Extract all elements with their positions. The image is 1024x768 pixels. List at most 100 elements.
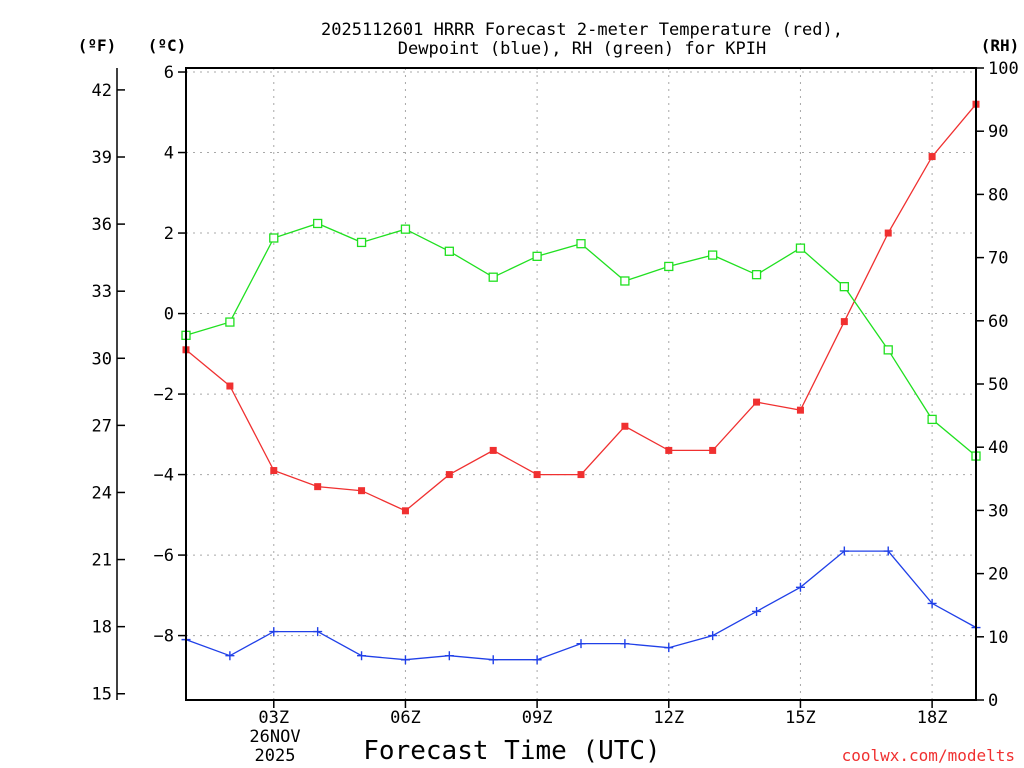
celsius-tick-label-0: 6	[164, 63, 174, 83]
fahrenheit-tick-label-6: 24	[92, 483, 112, 503]
celsius-tick-label-6: −6	[154, 546, 174, 566]
fahrenheit-tick-label-1: 39	[92, 148, 112, 168]
rh-point-11	[664, 261, 674, 272]
dewpoint-point-7	[488, 655, 498, 665]
dewpoint-point-2	[269, 627, 279, 637]
rh-point-7	[488, 272, 498, 282]
fahrenheit-tick-label-7: 21	[92, 551, 112, 571]
rh-point-2	[269, 233, 279, 243]
fahrenheit-tick-label-4: 30	[92, 349, 112, 369]
dewpoint-point-5	[400, 655, 410, 665]
rh-point-4	[356, 237, 367, 248]
time-tick-label-0: 03Z	[258, 708, 289, 728]
rh-tick-label-2: 20	[988, 565, 1008, 585]
temperature-point-5	[401, 507, 409, 515]
temperature-point-3	[314, 483, 322, 491]
rh-line	[185, 222, 977, 457]
x-axis-title: Forecast Time (UTC)	[363, 736, 660, 766]
credit-link[interactable]: coolwx.com/modelts	[842, 746, 1015, 765]
time-tick-label-1: 06Z	[390, 708, 421, 728]
rh-point-15	[839, 282, 849, 292]
temperature-point-16	[884, 229, 892, 237]
dewpoint-point-1	[225, 651, 235, 661]
date-label-year: 2025	[255, 746, 296, 766]
temperature-point-7	[489, 446, 497, 454]
dewpoint-point-17	[927, 598, 937, 608]
fahrenheit-tick-label-0: 42	[92, 81, 112, 101]
dewpoint-point-13	[752, 606, 762, 616]
fahrenheit-tick-label-8: 18	[92, 618, 112, 638]
celsius-tick-label-1: 4	[164, 144, 174, 164]
fahrenheit-tick-label-9: 15	[92, 685, 112, 705]
fahrenheit-axis: 42 39 36 33 30 27 24 21 18 15	[92, 81, 125, 705]
rh-point-16	[883, 345, 893, 355]
dewpoint-point-9	[576, 639, 586, 649]
rh-tick-label-5: 50	[988, 375, 1008, 395]
rh-tick-label-7: 70	[988, 249, 1008, 269]
temperature-point-11	[665, 446, 673, 454]
rh-tick-label-9: 90	[988, 122, 1008, 142]
rh-tick-label-8: 80	[988, 185, 1008, 205]
rh-point-9	[576, 239, 586, 249]
dewpoint-point-12	[708, 631, 718, 641]
rh-point-6	[444, 246, 454, 256]
rh-point-3	[313, 218, 323, 229]
temperature-point-12	[709, 446, 717, 454]
celsius-axis: 6 4 2 0 −2 −4 −6 −8	[154, 63, 186, 647]
dewpoint-point-15	[839, 546, 849, 556]
dewpoint-point-10	[620, 639, 630, 649]
rh-axis: 0 10 20 30 40 50 60 70 80 90 100	[976, 59, 1019, 711]
celsius-tick-label-5: −4	[154, 466, 174, 486]
celsius-tick-label-2: 2	[164, 224, 174, 244]
dewpoint-point-3	[313, 627, 323, 637]
rh-tick-label-3: 30	[988, 501, 1008, 521]
dewpoint-point-14	[795, 582, 805, 592]
dewpoint-point-16	[883, 546, 893, 556]
temperature-point-15	[840, 318, 848, 326]
rh-point-12	[708, 250, 718, 260]
dewpoint-series	[181, 546, 981, 665]
series-layer	[181, 100, 981, 665]
temperature-point-13	[753, 398, 761, 406]
dewpoint-point-8	[532, 655, 542, 665]
temperature-point-14	[796, 406, 804, 414]
rh-point-13	[751, 270, 762, 280]
rh-tick-label-10: 100	[988, 59, 1019, 79]
dewpoint-point-4	[357, 651, 367, 661]
temperature-series	[182, 100, 980, 515]
rh-point-8	[532, 251, 542, 261]
rh-point-1	[225, 317, 235, 327]
rh-point-17	[927, 414, 937, 425]
time-tick-label-3: 12Z	[653, 708, 684, 728]
gridlines	[186, 68, 976, 700]
plot-frame	[185, 67, 977, 701]
temperature-point-10	[621, 422, 629, 430]
temperature-line	[185, 103, 977, 512]
rh-tick-label-6: 60	[988, 312, 1008, 332]
time-axis: 03Z 06Z 09Z 12Z 15Z 18Z	[258, 700, 947, 728]
fahrenheit-unit-label: (ºF)	[78, 36, 117, 55]
rh-series	[181, 218, 981, 461]
time-tick-label-5: 18Z	[917, 708, 948, 728]
temperature-point-2	[270, 467, 278, 475]
celsius-tick-label-7: −8	[154, 627, 174, 647]
chart-title-line-1: 2025112601 HRRR Forecast 2-meter Tempera…	[321, 20, 843, 40]
rh-point-10	[620, 276, 630, 286]
time-tick-label-2: 09Z	[522, 708, 553, 728]
rh-point-5	[400, 224, 411, 234]
dewpoint-point-11	[664, 643, 674, 653]
rh-tick-label-0: 0	[988, 691, 998, 711]
date-label-day: 26NOV	[249, 727, 300, 747]
fahrenheit-tick-label-3: 33	[92, 282, 112, 302]
celsius-tick-label-3: 0	[164, 305, 174, 325]
fahrenheit-tick-label-5: 27	[92, 416, 112, 436]
time-tick-label-4: 15Z	[785, 708, 816, 728]
celsius-tick-label-4: −2	[154, 385, 174, 405]
chart-title-line-2: Dewpoint (blue), RH (green) for KPIH	[398, 39, 766, 59]
rh-tick-label-1: 10	[988, 628, 1008, 648]
celsius-unit-label: (ºC)	[148, 36, 187, 55]
rh-point-14	[795, 243, 806, 253]
temperature-point-1	[226, 382, 234, 390]
temperature-point-6	[445, 471, 453, 479]
